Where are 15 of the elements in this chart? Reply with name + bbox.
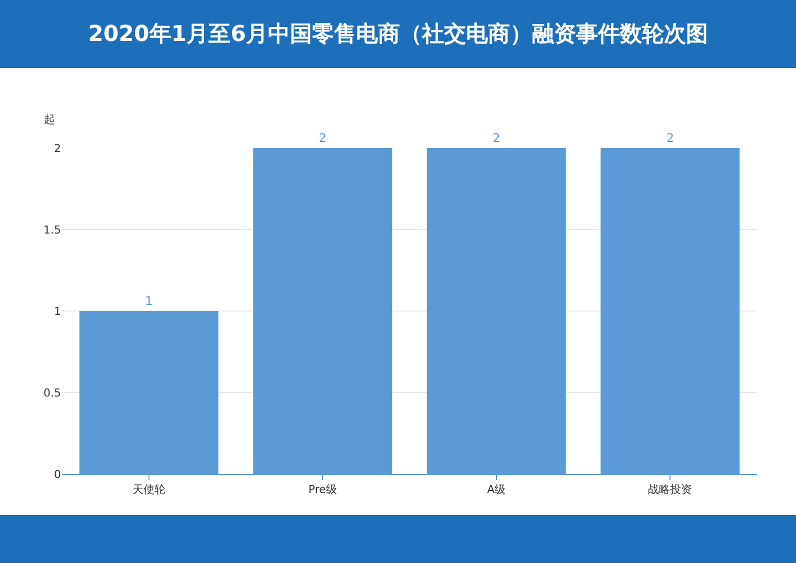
data-label: 1 <box>145 294 153 308</box>
y-tick-label: 1.5 <box>44 223 61 236</box>
y-tick-label: 0 <box>54 468 61 481</box>
y-axis-title: 起 <box>44 113 55 126</box>
x-tick-label: 战略投资 <box>648 483 692 496</box>
chart-title: 2020年1月至6月中国零售电商（社交电商）融资事件数轮次图 <box>0 0 796 68</box>
y-tick-label: 2 <box>54 142 61 155</box>
y-tick-label: 1 <box>54 304 61 318</box>
x-tick-label: A级 <box>487 483 506 496</box>
x-tick-label: 天使轮 <box>132 483 166 496</box>
data-label: 2 <box>492 131 500 145</box>
x-tick-label: Pre级 <box>308 483 337 496</box>
data-label: 2 <box>666 131 674 145</box>
y-tick-label: 0.5 <box>44 386 61 400</box>
data-label: 2 <box>318 131 326 145</box>
